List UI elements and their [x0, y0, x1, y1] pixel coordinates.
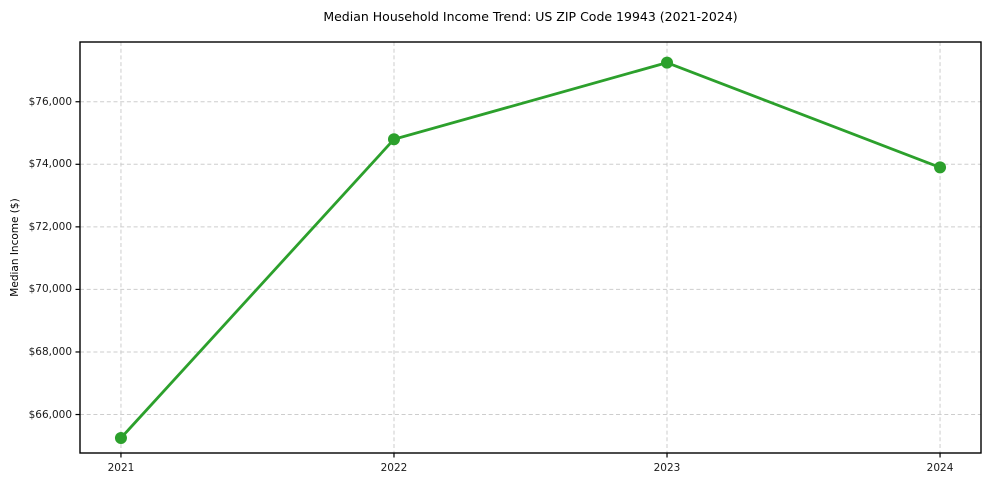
chart-title: Median Household Income Trend: US ZIP Co… [323, 9, 738, 24]
x-tick-label: 2024 [926, 462, 954, 474]
x-tick-label: 2021 [107, 462, 135, 474]
data-point-marker [934, 161, 947, 174]
y-tick-label: $70,000 [28, 283, 72, 296]
data-point-marker [387, 133, 400, 146]
y-tick-label: $74,000 [28, 158, 72, 171]
data-point-marker [114, 431, 127, 444]
x-tick-label: 2023 [653, 462, 681, 474]
y-tick-label: $66,000 [28, 408, 72, 421]
axes-spines [79, 41, 982, 454]
data-point-marker [661, 56, 674, 69]
y-tick-label: $76,000 [28, 95, 72, 108]
trend-line [119, 61, 942, 440]
y-tick-label: $72,000 [28, 220, 72, 233]
y-tick-label: $68,000 [28, 345, 72, 358]
x-tick-label: 2022 [380, 462, 408, 474]
